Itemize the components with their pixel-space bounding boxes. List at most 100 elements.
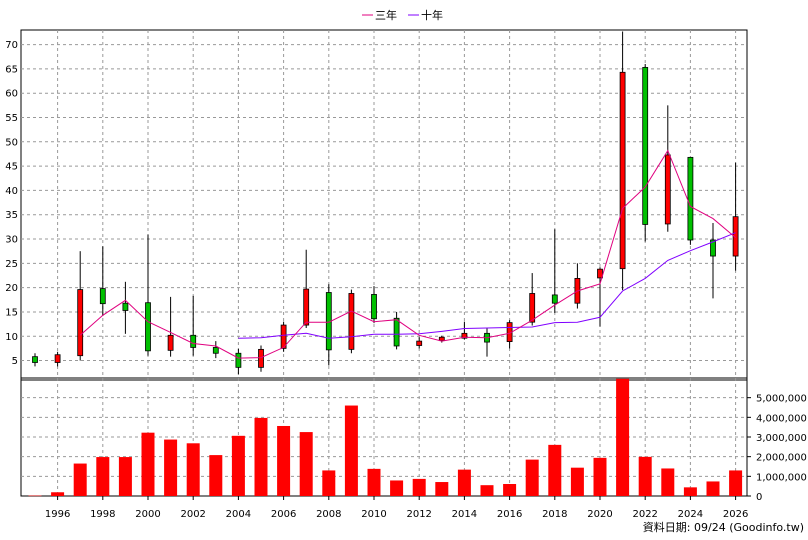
price-y-tick-label: 40 — [5, 186, 18, 197]
x-tick-label: 2024 — [678, 509, 703, 520]
volume-bar — [254, 417, 268, 496]
x-tick-label: 1998 — [90, 509, 115, 520]
x-tick-label: 1996 — [45, 509, 70, 520]
candle-body — [642, 67, 649, 225]
volume-bar — [96, 457, 110, 496]
candle-body — [687, 156, 694, 241]
ma10-line — [238, 232, 736, 339]
candle-body — [258, 348, 264, 368]
ma3-line — [79, 149, 736, 359]
price-panel-frame — [20, 29, 748, 381]
volume-y-tick-label: 5,000,000 — [756, 394, 807, 405]
volume-bar — [73, 463, 87, 496]
candle-body — [280, 324, 287, 349]
price-y-tick-label: 50 — [5, 137, 18, 148]
candle-body — [54, 354, 61, 363]
volume-y-tick-label: 0 — [756, 492, 762, 503]
x-tick-label: 2016 — [497, 509, 522, 520]
candle-body — [371, 294, 377, 320]
candle-body — [32, 356, 38, 363]
volume-bar — [231, 435, 245, 496]
candle-body — [99, 288, 106, 305]
volume-bar — [118, 457, 132, 496]
candle-body — [597, 268, 603, 279]
candle-body — [416, 340, 423, 346]
x-tick-label: 2000 — [135, 509, 160, 520]
volume-bar — [729, 470, 743, 496]
volume-bar — [638, 456, 652, 496]
candle-body — [393, 317, 400, 347]
candle-body — [551, 294, 558, 304]
price-y-tick-label: 70 — [5, 40, 18, 51]
volume-bar — [525, 459, 539, 496]
x-tick-label: 2014 — [452, 509, 477, 520]
volume-y-tick-label: 4,000,000 — [756, 413, 807, 424]
price-y-tick-label: 35 — [5, 210, 18, 221]
volume-bar — [299, 432, 313, 496]
volume-bar — [503, 484, 517, 496]
candle-body — [438, 336, 445, 342]
price-y-tick-label: 10 — [5, 332, 18, 343]
price-y-tick-label: 15 — [5, 307, 18, 318]
volume-bar — [593, 457, 607, 496]
price-y-tick-label: 30 — [5, 235, 18, 246]
volume-bar — [51, 492, 65, 496]
x-tick-label: 2022 — [632, 509, 657, 520]
legend-ma10-label: 十年 — [421, 8, 443, 22]
candle-body — [732, 216, 739, 257]
x-tick-label: 2006 — [271, 509, 296, 520]
x-tick-label: 2012 — [406, 509, 431, 520]
volume-bar — [457, 469, 471, 496]
price-y-tick-label: 5 — [12, 356, 18, 367]
volume-bar — [706, 481, 720, 496]
volume-y-tick-label: 2,000,000 — [756, 453, 807, 464]
x-tick-label: 2010 — [361, 509, 386, 520]
volume-y-tick-label: 3,000,000 — [756, 433, 807, 444]
candle-body — [461, 332, 468, 339]
volume-y-tick-label: 1,000,000 — [756, 472, 807, 483]
x-tick-label: 2002 — [180, 509, 205, 520]
volume-bar — [661, 468, 675, 496]
price-y-tick-label: 25 — [5, 259, 18, 270]
volume-bar — [141, 432, 155, 496]
price-y-tick-label: 65 — [5, 64, 18, 75]
x-tick-label: 2008 — [316, 509, 341, 520]
volume-bar — [367, 468, 381, 496]
volume-bar — [683, 487, 697, 496]
volume-bar — [435, 482, 449, 496]
candle-body — [619, 71, 626, 270]
volume-bar — [480, 485, 494, 496]
candle-body — [303, 288, 310, 326]
volume-bar — [28, 495, 42, 497]
candle-body — [77, 289, 84, 357]
volume-bar — [164, 439, 178, 496]
price-y-tick-label: 55 — [5, 113, 18, 124]
volume-bar — [209, 455, 223, 496]
volume-bar — [390, 480, 404, 496]
price-y-tick-label: 60 — [5, 89, 18, 100]
candle-body — [348, 293, 355, 350]
volume-bar — [344, 405, 358, 496]
volume-bar — [616, 378, 630, 496]
candle-body — [122, 302, 129, 311]
candle-body — [529, 293, 536, 323]
legend-ma3-label: 三年 — [375, 8, 397, 22]
volume-bar — [322, 470, 336, 496]
candle-body — [710, 239, 716, 257]
price-y-tick-label: 45 — [5, 162, 18, 173]
candle-body — [664, 154, 671, 225]
data-date-footer: 資料日期: 09/24 (Goodinfo.tw) — [643, 520, 804, 534]
candle-body — [212, 347, 219, 354]
candle-body — [167, 334, 174, 351]
x-tick-label: 2018 — [542, 509, 567, 520]
volume-bar — [186, 443, 200, 496]
candle-body — [235, 352, 242, 368]
volume-bar — [548, 444, 562, 496]
candle-body — [190, 334, 197, 348]
x-tick-label: 2020 — [587, 509, 612, 520]
x-tick-label: 2004 — [226, 509, 251, 520]
volume-bar — [277, 425, 291, 496]
volume-bar — [570, 467, 584, 496]
